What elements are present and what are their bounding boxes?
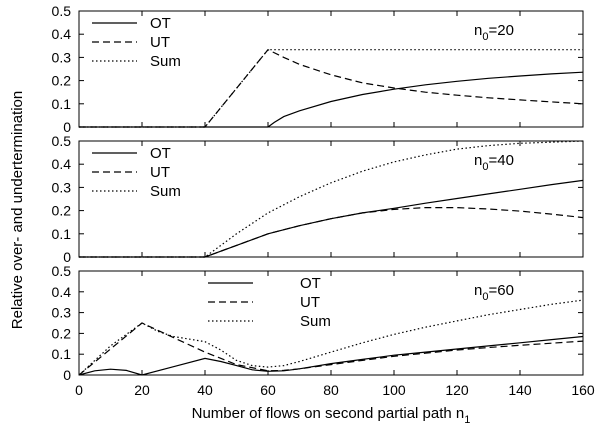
panel-annotation: n0=40: [474, 152, 514, 173]
y-tick-label: 0.2: [52, 73, 72, 89]
panel-annotation: n0=20: [474, 22, 514, 43]
series-line-ot: [79, 71, 584, 128]
x-axis-label: Number of flows on second partial path n…: [192, 405, 471, 426]
y-tick-label: 0.3: [52, 49, 72, 65]
y-tick-label: 0.5: [52, 263, 72, 279]
y-tick-label: 0.3: [52, 305, 72, 321]
y-tick-label: 0.5: [52, 133, 72, 149]
legend-label-ut: UT: [150, 164, 170, 181]
x-tick-label: 100: [382, 382, 406, 398]
chart-panel-2: 0 0.1 0.2 0.3 0.4 0.5 OT UT Sum n0=40: [52, 133, 584, 265]
legend-label-sum: Sum: [150, 53, 181, 70]
y-tick-label: 0: [63, 249, 71, 265]
legend-label-ot: OT: [150, 15, 171, 32]
legend-label-ot: OT: [300, 275, 321, 292]
y-tick-label: 0.4: [52, 284, 72, 300]
x-tick-label: 60: [260, 382, 276, 398]
legend-label-sum: Sum: [150, 183, 181, 200]
y-tick-label: 0.5: [52, 3, 72, 19]
chart-panel-1: 0 0.1 0.2 0.3 0.4 0.5 OT UT Sum n0=20: [52, 3, 584, 135]
series-line-ut: [78, 322, 584, 376]
legend-label-ot: OT: [150, 145, 171, 162]
series-line-sum: [79, 140, 584, 258]
series-line-ut: [79, 207, 584, 258]
x-tick-label: 120: [445, 382, 469, 398]
y-tick-label: 0.3: [52, 179, 72, 195]
legend-label-ut: UT: [300, 294, 320, 311]
y-tick-label: 0.1: [52, 226, 72, 242]
y-tick-label: 0.4: [52, 156, 72, 172]
x-tick-label: 80: [323, 382, 339, 398]
chart-panels: 0 0.1 0.2 0.3 0.4 0.5 OT UT Sum n0=20 0 0.1 0.2 0.3 0.…: [52, 3, 595, 426]
x-tick-label: 160: [571, 382, 595, 398]
y-axis-label: Relative over- and undertermination: [9, 91, 26, 329]
legend-label-sum: Sum: [300, 313, 331, 330]
x-tick-label: 0: [75, 382, 83, 398]
x-tick-label: 40: [197, 382, 213, 398]
y-tick-label: 0.4: [52, 26, 72, 42]
series-line-sum: [78, 299, 584, 376]
x-tick-label: 140: [508, 382, 532, 398]
legend-label-ut: UT: [150, 34, 170, 51]
y-tick-label: 0: [63, 119, 71, 135]
series-line-ut: [79, 48, 584, 128]
y-tick-label: 0.1: [52, 346, 72, 362]
panel-annotation: n0=60: [474, 282, 514, 303]
series-line-ot: [78, 335, 584, 376]
chart-panel-3: 0 0.1 0.2 0.3 0.4 0.5 0 20 40 60 80 100 120 140 160 OT U…: [52, 263, 595, 426]
y-tick-label: 0: [63, 367, 71, 383]
y-tick-label: 0.2: [52, 203, 72, 219]
y-tick-label: 0.1: [52, 96, 72, 112]
y-tick-label: 0.2: [52, 325, 72, 341]
x-tick-label: 20: [134, 382, 150, 398]
